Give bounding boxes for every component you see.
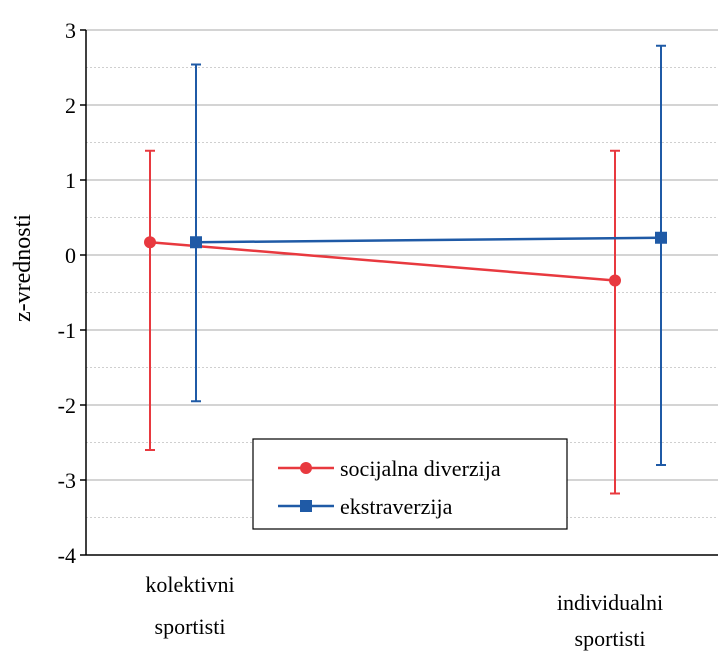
y-axis-ticks: -4 -3 -2 -1 0 1 2 3 — [58, 18, 86, 568]
y-tick-label: -3 — [58, 468, 76, 493]
legend-marker-circle — [300, 462, 312, 474]
x-category-label: sportisti — [155, 614, 226, 639]
y-tick-label: -1 — [58, 318, 76, 343]
y-axis-title: z-vrednosti — [10, 214, 36, 322]
grid-lines — [86, 29, 718, 556]
series-1 — [190, 44, 667, 466]
data-point-circle — [609, 274, 621, 287]
axes — [85, 30, 718, 556]
legend-label: socijalna diverzija — [340, 456, 501, 481]
x-category-label: kolektivni — [145, 572, 234, 597]
legend-label: ekstraverzija — [340, 494, 453, 519]
x-axis-categories: kolektivni sportisti individualni sportisti — [145, 572, 663, 651]
series-0 — [144, 149, 621, 495]
legend: socijalna diverzija ekstraverzija — [252, 438, 568, 530]
legend-box — [252, 438, 568, 530]
y-tick-label: 3 — [65, 18, 76, 43]
series-line — [195, 236, 662, 244]
y-tick-label: 2 — [65, 93, 76, 118]
y-tick-label: -4 — [58, 543, 76, 568]
series-group — [144, 44, 667, 495]
y-tick-label: 1 — [65, 168, 76, 193]
y-tick-label: -2 — [58, 393, 76, 418]
legend-marker-square — [300, 500, 312, 512]
data-point-circle — [144, 236, 156, 249]
data-point-square — [190, 236, 202, 249]
data-point-square — [655, 231, 667, 244]
y-tick-label: 0 — [65, 243, 76, 268]
series-line — [149, 241, 616, 282]
x-category-label: sportisti — [575, 626, 646, 651]
x-category-label: individualni — [557, 590, 663, 615]
